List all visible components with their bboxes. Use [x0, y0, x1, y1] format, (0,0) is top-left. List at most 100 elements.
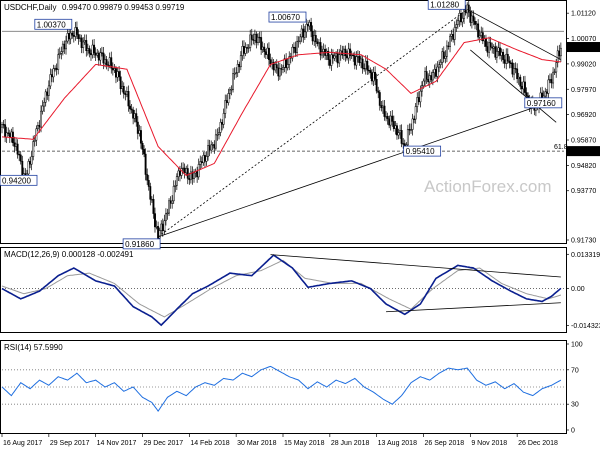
price-tick-label-4: 0.96920	[571, 112, 596, 119]
candle-body	[154, 213, 156, 228]
candle-body	[466, 4, 469, 14]
candle-body	[438, 64, 441, 68]
watermark: ActionForex.com	[424, 177, 552, 196]
candle-36	[57, 48, 60, 75]
annotation-5: 0.95410	[403, 145, 442, 157]
candle-body	[32, 141, 35, 157]
candle-body	[369, 70, 372, 74]
candle-body	[294, 47, 297, 53]
annotation-box	[34, 18, 73, 30]
candle-body	[484, 38, 487, 47]
candle-body	[508, 60, 511, 64]
candle-239	[374, 66, 377, 86]
candle-body	[7, 132, 10, 134]
candle-139	[218, 127, 220, 140]
candle-332	[519, 74, 522, 90]
candle-body	[71, 32, 74, 36]
x-tick-label-2: 14 Nov 2017	[97, 440, 137, 447]
candle-body	[58, 53, 61, 55]
candle-285	[445, 40, 448, 63]
candle-82	[129, 100, 131, 114]
candle-123	[193, 169, 195, 183]
candle-189	[296, 35, 299, 58]
candle-213	[333, 52, 336, 62]
candle-28	[44, 89, 47, 107]
candle-134	[210, 140, 213, 154]
candle-body	[5, 132, 8, 138]
candle-12	[19, 151, 22, 165]
candle-242	[378, 89, 381, 111]
candle-body	[228, 89, 231, 94]
candle-body	[391, 115, 394, 122]
candle-body	[458, 13, 461, 22]
candle-236	[369, 67, 372, 79]
candle-294	[460, 8, 462, 26]
candle-240	[375, 73, 378, 94]
candle-body	[453, 27, 456, 40]
candle-body	[243, 46, 245, 54]
candle-253	[396, 122, 398, 140]
candle-body	[139, 130, 142, 144]
candle-body	[394, 125, 397, 129]
candle-313	[489, 36, 492, 51]
candle-149	[233, 67, 236, 80]
price-header-symbol: USDCHF,Daily	[4, 3, 56, 12]
candle-body	[263, 46, 266, 52]
candle-body	[43, 101, 46, 107]
candle-132	[207, 139, 210, 161]
candle-body	[383, 105, 386, 117]
candle-63	[99, 48, 102, 66]
candle-137	[214, 129, 217, 151]
candle-body	[224, 100, 227, 114]
candle-body	[336, 53, 339, 64]
candle-body	[179, 170, 181, 176]
candle-358	[559, 42, 562, 62]
candle-body	[143, 149, 146, 155]
candle-241	[377, 86, 380, 99]
candle-body	[297, 40, 300, 43]
candle-356	[556, 45, 559, 68]
moving-average-line	[1, 37, 561, 177]
x-tick-label-4: 14 Feb 2018	[190, 440, 229, 447]
price-tick-label-3: 0.97970	[571, 87, 596, 94]
candle-body	[155, 226, 158, 228]
candle-body	[445, 45, 448, 57]
candle-body	[177, 170, 180, 177]
candle-body	[166, 212, 169, 215]
candle-body	[463, 9, 466, 19]
candle-body	[520, 85, 523, 90]
candle-body	[107, 64, 110, 66]
candle-body	[40, 110, 42, 128]
candle-body	[296, 41, 299, 53]
candle-292	[456, 17, 459, 29]
candle-151	[236, 60, 239, 78]
candle-body	[85, 40, 88, 51]
candle-body	[310, 22, 313, 32]
x-tick-label-8: 13 Aug 2018	[378, 440, 417, 447]
candle-body	[513, 68, 515, 75]
annotation-2: 1.00670	[268, 11, 307, 23]
candle-76	[119, 70, 122, 95]
candle-107	[168, 198, 170, 216]
candle-body	[188, 178, 191, 181]
candle-body	[470, 15, 473, 23]
candle-109	[171, 195, 174, 209]
candle-45	[71, 30, 74, 39]
macd-tick-label-0: 0.013319	[571, 252, 600, 259]
candle-25	[40, 105, 42, 133]
candle-160	[250, 28, 253, 46]
candle-body	[335, 53, 338, 57]
candle-70	[110, 51, 113, 74]
macd-y-axis: 0.013319 0.00 -0.014323	[566, 252, 600, 330]
candle-body	[400, 130, 403, 144]
price-trendline-3	[470, 49, 557, 123]
candle-body	[477, 23, 480, 38]
candle-146	[228, 86, 231, 100]
candle-11	[18, 151, 21, 161]
price-tick-label-5: 0.95870	[571, 137, 596, 144]
candle-body	[146, 174, 149, 181]
candle-198	[310, 17, 313, 38]
annotation-label: 1.00370	[37, 20, 66, 29]
candle-159	[249, 29, 252, 52]
price-tick-label-8: 0.91730	[571, 238, 596, 245]
